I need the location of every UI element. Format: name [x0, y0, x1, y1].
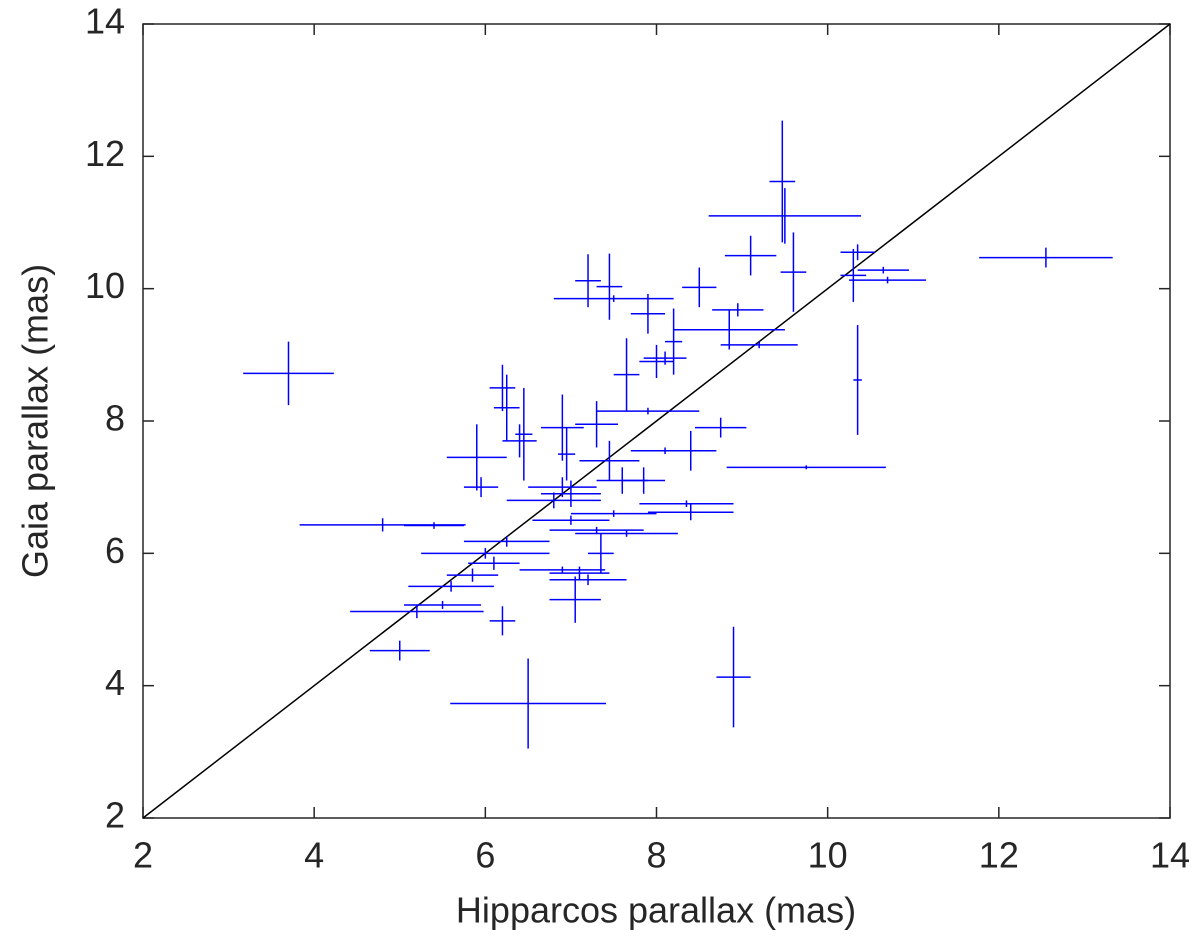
y-tick-label: 6	[105, 530, 125, 571]
y-tick-label: 4	[105, 662, 125, 703]
x-axis-title: Hipparcos parallax (mas)	[456, 890, 856, 931]
y-tick-label: 14	[85, 1, 125, 42]
y-tick-label: 10	[85, 265, 125, 306]
y-tick-label: 2	[105, 795, 125, 836]
x-tick-label: 14	[1150, 835, 1190, 876]
y-tick-label: 8	[105, 398, 125, 439]
x-tick-label: 6	[475, 835, 495, 876]
y-axis-title: Gaia parallax (mas)	[15, 264, 56, 578]
x-tick-label: 4	[304, 835, 324, 876]
x-tick-label: 12	[979, 835, 1019, 876]
x-tick-label: 10	[808, 835, 848, 876]
x-tick-label: 2	[133, 835, 153, 876]
x-tick-label: 8	[646, 835, 666, 876]
y-tick-label: 12	[85, 133, 125, 174]
identity-line	[142, 23, 1171, 819]
